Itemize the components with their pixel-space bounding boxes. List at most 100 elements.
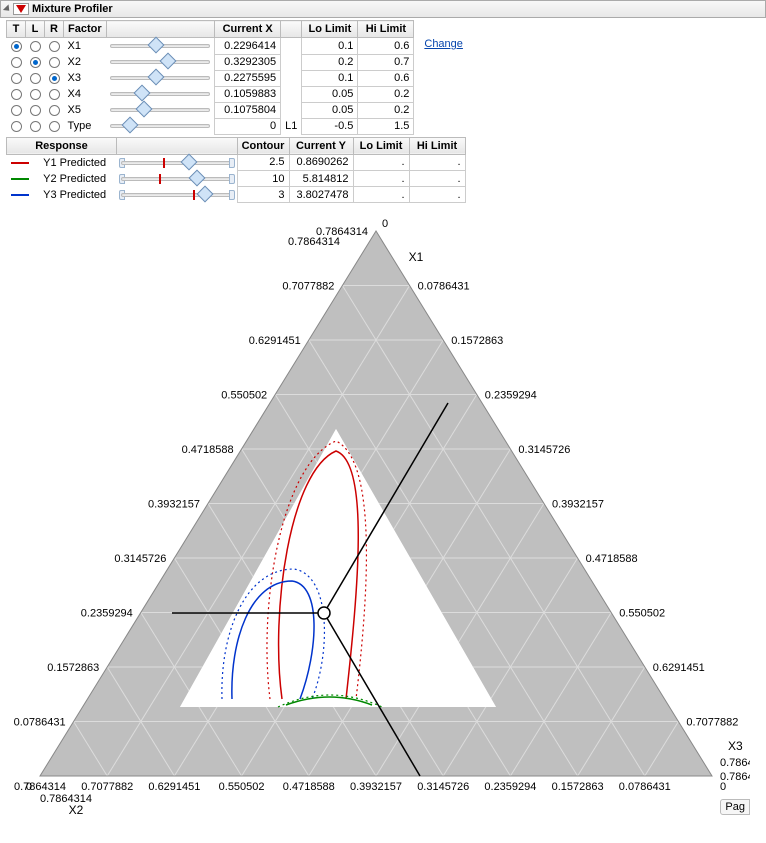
svg-text:0.1572863: 0.1572863 xyxy=(47,662,99,674)
response-hi[interactable]: . xyxy=(409,171,465,187)
factor-lo[interactable]: 0.1 xyxy=(302,38,358,55)
response-lo[interactable]: . xyxy=(353,187,409,203)
col-factor: Factor xyxy=(64,21,107,38)
responses-table: Response Contour Current Y Lo Limit Hi L… xyxy=(6,137,466,204)
radio-l[interactable] xyxy=(30,89,41,100)
menu-icon[interactable] xyxy=(13,3,29,15)
panel-header[interactable]: Mixture Profiler xyxy=(0,0,766,18)
col-currentx: Current X xyxy=(215,21,281,38)
factor-hi[interactable]: 0.6 xyxy=(358,38,414,55)
svg-text:0.7864314: 0.7864314 xyxy=(720,757,750,769)
svg-text:0.7077882: 0.7077882 xyxy=(282,281,334,293)
response-slider[interactable] xyxy=(121,188,233,202)
factor-hi[interactable]: 0.6 xyxy=(358,70,414,86)
response-name: Y2 Predicted xyxy=(39,171,116,187)
svg-text:0.2359294: 0.2359294 xyxy=(484,781,536,793)
svg-text:0.550502: 0.550502 xyxy=(219,781,265,793)
factor-slider[interactable] xyxy=(110,87,210,101)
factor-extra xyxy=(281,86,302,102)
factor-hi[interactable]: 0.2 xyxy=(358,86,414,102)
svg-text:0.1572863: 0.1572863 xyxy=(552,781,604,793)
svg-text:0.7077882: 0.7077882 xyxy=(81,781,133,793)
radio-t[interactable] xyxy=(11,41,22,52)
radio-l[interactable] xyxy=(30,41,41,52)
svg-text:X2: X2 xyxy=(69,803,84,817)
radio-l[interactable] xyxy=(30,121,41,132)
legend-swatch xyxy=(11,162,29,164)
response-currenty: 3.8027478 xyxy=(289,187,353,203)
radio-r[interactable] xyxy=(49,105,60,116)
svg-text:0.3145726: 0.3145726 xyxy=(518,444,570,456)
factor-currentx[interactable]: 0.1075804 xyxy=(215,102,281,118)
radio-r[interactable] xyxy=(49,41,60,52)
svg-text:0.7864314: 0.7864314 xyxy=(40,793,92,805)
radio-t[interactable] xyxy=(11,121,22,132)
response-lo[interactable]: . xyxy=(353,171,409,187)
svg-text:0.4718588: 0.4718588 xyxy=(586,553,638,565)
col-r: R xyxy=(45,21,64,38)
radio-l[interactable] xyxy=(30,73,41,84)
svg-text:0.0786431: 0.0786431 xyxy=(14,717,66,729)
page-tab[interactable]: Pag xyxy=(720,799,750,815)
svg-text:0.6291451: 0.6291451 xyxy=(653,662,705,674)
radio-l[interactable] xyxy=(30,57,41,68)
factor-lo[interactable]: 0.05 xyxy=(302,102,358,118)
radio-r[interactable] xyxy=(49,57,60,68)
svg-text:0.7864314: 0.7864314 xyxy=(14,781,66,793)
svg-text:0: 0 xyxy=(26,781,32,793)
ternary-plot[interactable]: 0.07864310.15728630.23592940.31457260.39… xyxy=(0,211,750,831)
svg-text:0.7864314: 0.7864314 xyxy=(288,236,340,248)
factor-lo[interactable]: -0.5 xyxy=(302,118,358,134)
col-currenty: Current Y xyxy=(289,137,353,154)
factor-slider[interactable] xyxy=(110,39,210,53)
factor-lo[interactable]: 0.2 xyxy=(302,54,358,70)
radio-l[interactable] xyxy=(30,105,41,116)
radio-r[interactable] xyxy=(49,121,60,132)
response-currenty: 5.814812 xyxy=(289,171,353,187)
response-slider[interactable] xyxy=(121,172,233,186)
radio-t[interactable] xyxy=(11,57,22,68)
response-hi[interactable]: . xyxy=(409,187,465,203)
col-hi: Hi Limit xyxy=(358,21,414,38)
legend-swatch xyxy=(11,178,29,180)
factor-slider[interactable] xyxy=(110,119,210,133)
factor-hi[interactable]: 0.7 xyxy=(358,54,414,70)
col-l: L xyxy=(26,21,45,38)
response-hi[interactable]: . xyxy=(409,154,465,171)
change-link[interactable]: Change xyxy=(424,38,463,50)
radio-t[interactable] xyxy=(11,73,22,84)
factor-hi[interactable]: 1.5 xyxy=(358,118,414,134)
response-contour[interactable]: 2.5 xyxy=(237,154,289,171)
factor-currentx[interactable]: 0.2296414 xyxy=(215,38,281,55)
response-slider[interactable] xyxy=(121,156,233,170)
response-contour[interactable]: 3 xyxy=(237,187,289,203)
factor-currentx[interactable]: 0.1059883 xyxy=(215,86,281,102)
factor-extra xyxy=(281,54,302,70)
factor-currentx[interactable]: 0 xyxy=(215,118,281,134)
factor-hi[interactable]: 0.2 xyxy=(358,102,414,118)
svg-text:0.4718588: 0.4718588 xyxy=(283,781,335,793)
factor-slider[interactable] xyxy=(110,55,210,69)
factor-slider[interactable] xyxy=(110,103,210,117)
disclosure-icon[interactable] xyxy=(3,4,12,13)
svg-text:0.4718588: 0.4718588 xyxy=(182,444,234,456)
factor-lo[interactable]: 0.1 xyxy=(302,70,358,86)
col-t: T xyxy=(7,21,26,38)
factor-lo[interactable]: 0.05 xyxy=(302,86,358,102)
response-lo[interactable]: . xyxy=(353,154,409,171)
factor-name: X4 xyxy=(64,86,107,102)
svg-text:0.7077882: 0.7077882 xyxy=(686,717,738,729)
factor-name: Type xyxy=(64,118,107,134)
factor-currentx[interactable]: 0.2275595 xyxy=(215,70,281,86)
factor-slider[interactable] xyxy=(110,71,210,85)
col-resp-slider xyxy=(117,137,238,154)
radio-t[interactable] xyxy=(11,89,22,100)
response-contour[interactable]: 10 xyxy=(237,171,289,187)
factor-currentx[interactable]: 0.3292305 xyxy=(215,54,281,70)
legend-swatch xyxy=(11,194,29,196)
col-slider xyxy=(106,21,215,38)
radio-t[interactable] xyxy=(11,105,22,116)
radio-r[interactable] xyxy=(49,73,60,84)
radio-r[interactable] xyxy=(49,89,60,100)
svg-text:0.3145726: 0.3145726 xyxy=(417,781,469,793)
